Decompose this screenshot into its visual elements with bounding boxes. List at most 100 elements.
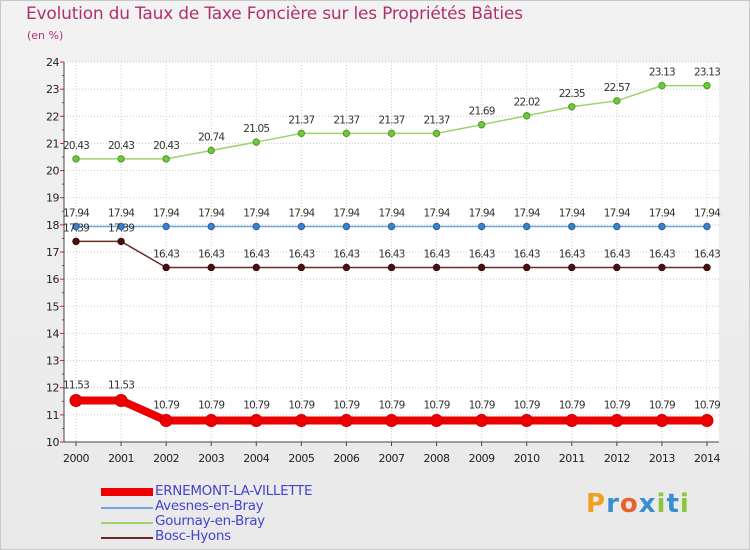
data-label-0: 10.79 [649,400,675,412]
data-label-3: 16.43 [333,248,359,260]
data-label-1: 17.94 [288,207,315,219]
data-point-3 [162,263,170,272]
y-tick-label: 20 [46,165,59,178]
legend-swatch-avesnes [101,507,153,509]
data-label-2: 21.37 [378,114,404,126]
x-tick-label: 2006 [333,452,359,465]
data-point-0 [114,393,128,407]
data-point-0 [384,414,398,428]
y-tick-label: 16 [46,273,59,286]
data-label-0: 10.79 [604,400,630,412]
y-tick-label: 11 [46,409,59,422]
data-point-0 [565,414,579,428]
data-label-1: 17.94 [559,207,586,219]
legend-swatch-bosc [101,537,153,539]
data-point-1 [613,222,621,231]
data-point-0 [700,414,714,428]
data-point-1 [162,222,170,231]
data-label-0: 10.79 [333,400,359,412]
data-point-1 [117,222,125,231]
data-point-0 [294,414,308,428]
data-label-2: 21.37 [288,114,314,126]
data-label-0: 10.79 [153,400,179,412]
x-tick-label: 2001 [108,452,134,465]
data-point-2 [72,155,80,163]
data-label-3: 16.43 [514,248,540,260]
data-point-2 [162,155,170,163]
data-point-2 [207,146,215,155]
data-label-3: 17.39 [108,222,134,234]
data-label-2: 20.74 [198,131,225,143]
x-tick-label: 2005 [288,452,314,465]
data-label-2: 21.69 [469,106,495,118]
data-label-1: 17.94 [424,207,451,219]
data-label-2: 20.43 [108,140,134,152]
y-tick-label: 15 [46,300,59,313]
data-point-2 [477,121,486,129]
data-point-2 [703,81,711,90]
data-point-3 [207,263,215,272]
data-point-1 [387,222,396,231]
data-label-3: 17.39 [63,222,89,234]
data-label-3: 16.43 [243,248,269,260]
data-point-1 [658,222,666,231]
x-tick-label: 2003 [198,452,224,465]
data-point-1 [252,222,260,231]
data-point-3 [477,263,486,272]
data-label-0: 10.79 [559,400,585,412]
legend-swatch-gournay [101,522,153,524]
data-point-3 [387,263,396,272]
legend-swatch-ernemont [101,488,153,496]
data-point-0 [475,414,489,428]
data-label-2: 22.02 [514,97,540,109]
x-tick-label: 2009 [469,452,495,465]
data-point-3 [613,263,621,272]
data-point-3 [703,263,711,272]
data-label-1: 17.94 [108,207,135,219]
logo-letter: x [638,489,657,519]
data-label-0: 10.79 [198,400,224,412]
data-label-0: 10.79 [694,400,720,412]
data-label-0: 10.79 [378,400,404,412]
logo-letter: t [666,489,680,519]
data-label-3: 16.43 [604,248,630,260]
data-label-1: 17.94 [649,207,676,219]
data-label-3: 16.43 [288,248,314,260]
data-point-3 [658,263,666,272]
data-label-2: 21.37 [333,114,359,126]
data-label-1: 17.94 [694,207,721,219]
data-label-3: 16.43 [559,248,585,260]
data-label-2: 21.37 [424,114,450,126]
data-label-2: 20.43 [153,140,179,152]
data-point-1 [72,222,80,231]
proxiti-logo: Proxiti [586,489,690,519]
data-point-1 [568,222,576,231]
data-label-2: 21.05 [243,123,269,135]
data-point-0 [610,414,624,428]
logo-letter: i [679,489,690,519]
data-label-2: 20.43 [63,140,89,152]
data-point-2 [432,129,441,138]
data-point-2 [658,81,666,90]
data-label-1: 17.94 [378,207,405,219]
data-point-2 [613,97,621,105]
data-label-1: 17.94 [63,207,90,219]
data-point-3 [342,263,351,272]
data-point-1 [207,222,215,231]
y-tick-label: 19 [46,192,59,205]
x-tick-label: 2014 [694,452,720,465]
data-label-3: 16.43 [378,248,404,260]
data-point-3 [252,263,260,272]
data-label-2: 23.13 [649,67,675,79]
data-label-2: 22.35 [559,88,585,100]
data-label-0: 11.53 [108,379,134,391]
data-point-3 [297,263,306,272]
logo-letter: i [656,489,667,519]
x-tick-label: 2013 [649,452,675,465]
data-point-2 [297,129,306,138]
x-tick-label: 2011 [559,452,585,465]
data-point-0 [655,414,669,428]
data-label-2: 23.13 [694,67,720,79]
data-label-0: 10.79 [424,400,450,412]
